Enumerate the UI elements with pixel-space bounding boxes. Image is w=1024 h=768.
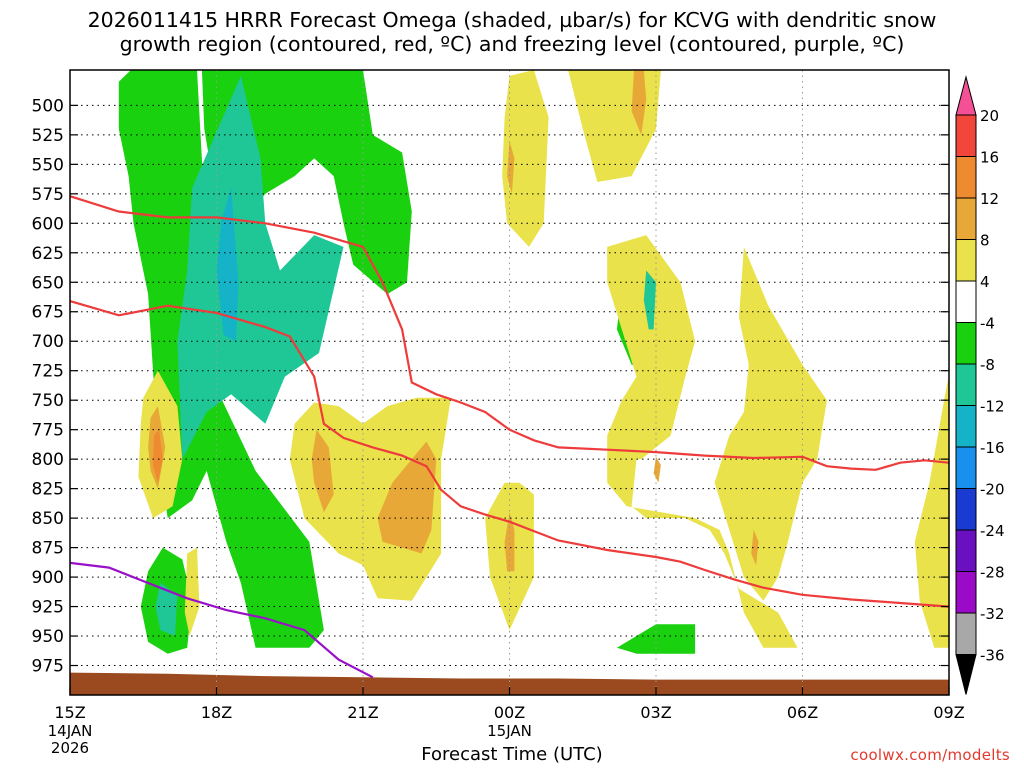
omega-region xyxy=(607,235,798,648)
colorbar-segment xyxy=(955,156,977,199)
x-tick-sublabel: 15JAN xyxy=(487,722,532,740)
y-tick-label: 550 xyxy=(32,155,64,175)
omega-region xyxy=(643,270,656,330)
omega-region xyxy=(631,70,647,135)
colorbar-bottom-triangle xyxy=(955,654,977,695)
y-tick-label: 725 xyxy=(32,362,64,382)
colorbar-label: -4 xyxy=(980,315,995,333)
y-tick-label: 975 xyxy=(32,657,64,677)
colorbar-segment xyxy=(955,446,977,489)
x-tick-label: 21Z xyxy=(347,703,378,722)
colorbar-label: 20 xyxy=(980,107,999,125)
colorbar-segment xyxy=(955,529,977,572)
x-tick-label: 03Z xyxy=(640,703,671,722)
y-tick-label: 950 xyxy=(32,627,64,647)
y-tick-label: 925 xyxy=(32,598,64,618)
freezing-level-line xyxy=(70,561,374,679)
y-tick-label: 775 xyxy=(32,421,64,441)
x-tick-sublabel: 14JAN xyxy=(48,722,93,740)
omega-region xyxy=(177,75,344,460)
colorbar-label: -24 xyxy=(980,522,1005,540)
y-tick-label: 800 xyxy=(32,450,64,470)
omega-region xyxy=(377,441,437,554)
colorbar-label: -8 xyxy=(980,356,995,374)
grid-lines xyxy=(70,70,949,695)
y-tick-label: 700 xyxy=(32,332,64,352)
colorbar-label: 16 xyxy=(980,149,999,167)
colorbar-segment xyxy=(955,197,977,240)
omega-region xyxy=(311,429,334,513)
colorbar-segment xyxy=(955,571,977,614)
x-tick-label: 18Z xyxy=(201,703,232,722)
y-tick-label: 675 xyxy=(32,303,64,323)
x-tick-label: 06Z xyxy=(787,703,818,722)
omega-region xyxy=(751,529,759,566)
omega-region xyxy=(153,429,163,483)
omega-region xyxy=(568,70,661,182)
colorbar-segment xyxy=(955,114,977,157)
omega-region xyxy=(184,547,200,636)
y-tick-label: 750 xyxy=(32,391,64,411)
y-axis: 500 525 550 575 600 625 650 675 700 725 750 775 800 8… xyxy=(32,96,949,677)
y-tick-label: 650 xyxy=(32,273,64,293)
colorbar-top-triangle xyxy=(955,75,977,116)
colorbar-segment xyxy=(955,280,977,323)
colorbar-label: -36 xyxy=(980,647,1005,665)
omega-region xyxy=(201,70,412,295)
colorbar-label: -16 xyxy=(980,439,1005,457)
omega-region xyxy=(507,140,515,194)
y-tick-label: 500 xyxy=(32,96,64,116)
omega-region xyxy=(216,187,239,342)
omega-region xyxy=(502,70,549,247)
y-tick-label: 850 xyxy=(32,509,64,529)
x-tick-label: 00Z xyxy=(494,703,525,722)
y-tick-label: 575 xyxy=(32,185,64,205)
x-axis-label: Forecast Time (UTC) xyxy=(421,744,603,765)
y-tick-label: 900 xyxy=(32,568,64,588)
contour-lines xyxy=(70,195,949,679)
colorbar: 20 16 12 8 4 -4 -8 -12 -16 -20 -24 -28 -32 -36 xyxy=(955,75,1005,695)
colorbar-segment xyxy=(955,612,977,655)
colorbar-label: -12 xyxy=(980,398,1005,416)
omega-region xyxy=(653,456,661,483)
x-tick-sublabel: 2026 xyxy=(51,739,89,757)
colorbar-segment xyxy=(955,363,977,406)
colorbar-segment xyxy=(955,488,977,531)
y-tick-label: 525 xyxy=(32,126,64,146)
colorbar-label: -20 xyxy=(980,481,1005,499)
y-tick-label: 825 xyxy=(32,480,64,500)
credit-link[interactable]: coolwx.com/modelts xyxy=(850,746,1010,764)
x-tick-label: 09Z xyxy=(933,703,964,722)
y-tick-label: 625 xyxy=(32,244,64,264)
omega-shading xyxy=(118,70,949,654)
dendritic-contour-line xyxy=(70,300,949,608)
x-tick-label: 15Z xyxy=(54,703,85,722)
colorbar-segment xyxy=(955,405,977,448)
colorbar-label: 4 xyxy=(980,273,990,291)
colorbar-label: 12 xyxy=(980,190,999,208)
colorbar-label: 8 xyxy=(980,232,990,250)
omega-region xyxy=(155,583,178,636)
colorbar-label: -32 xyxy=(980,605,1005,623)
y-tick-label: 600 xyxy=(32,214,64,234)
dendritic-contour-line xyxy=(70,195,949,471)
colorbar-segment xyxy=(955,239,977,282)
colorbar-label: -28 xyxy=(980,564,1005,582)
omega-region xyxy=(616,624,696,654)
omega-region xyxy=(714,246,827,601)
terrain-fill xyxy=(70,672,949,695)
colorbar-segment xyxy=(955,322,977,365)
omega-region xyxy=(914,374,949,648)
terrain-layer xyxy=(70,672,949,695)
omega-region xyxy=(504,512,515,572)
chart-title: 2026011415 HRRR Forecast Omega (shaded, … xyxy=(87,8,937,56)
y-tick-label: 875 xyxy=(32,539,64,559)
